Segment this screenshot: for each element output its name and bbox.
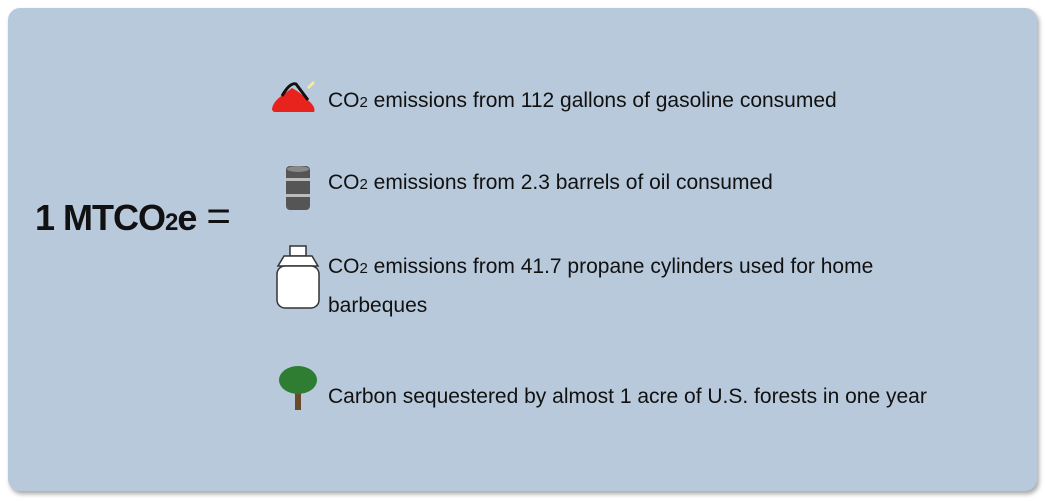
tree-icon xyxy=(279,366,317,410)
card: 1 MTCO2e = CO2 emissions from 112 gallons… xyxy=(8,8,1037,491)
item-text: CO xyxy=(328,89,360,112)
item-text: Carbon sequestered by almost 1 acre of U… xyxy=(328,385,927,408)
gas-can-icon xyxy=(272,80,316,112)
propane-icon xyxy=(276,245,320,309)
eq-text: 1 MTCO xyxy=(35,197,166,238)
item-sub: 2 xyxy=(359,260,368,277)
item: CO2 emissions from 112 gallons of gasoli… xyxy=(328,82,968,121)
equals: = xyxy=(206,192,231,239)
item: CO2 emissions from 2.3 barrels of oil co… xyxy=(328,164,968,203)
item: CO2 emissions from 41.7 propane cylinder… xyxy=(328,248,968,324)
equation: 1 MTCO2e = xyxy=(35,192,231,240)
eq-sub: 2 xyxy=(165,209,178,236)
eq-text: e xyxy=(177,197,197,238)
item-text: emissions from 2.3 barrels of oil consum… xyxy=(367,171,773,194)
item-text: CO xyxy=(328,255,360,278)
item-sub: 2 xyxy=(359,94,368,111)
item-text: emissions from 41.7 propane cylinders us… xyxy=(328,255,874,317)
item-sub: 2 xyxy=(359,176,368,193)
item: Carbon sequestered by almost 1 acre of U… xyxy=(328,378,968,415)
barrel-icon xyxy=(286,166,310,210)
item-text: CO xyxy=(328,171,360,194)
item-text: emissions from 112 gallons of gasoline c… xyxy=(367,89,837,112)
